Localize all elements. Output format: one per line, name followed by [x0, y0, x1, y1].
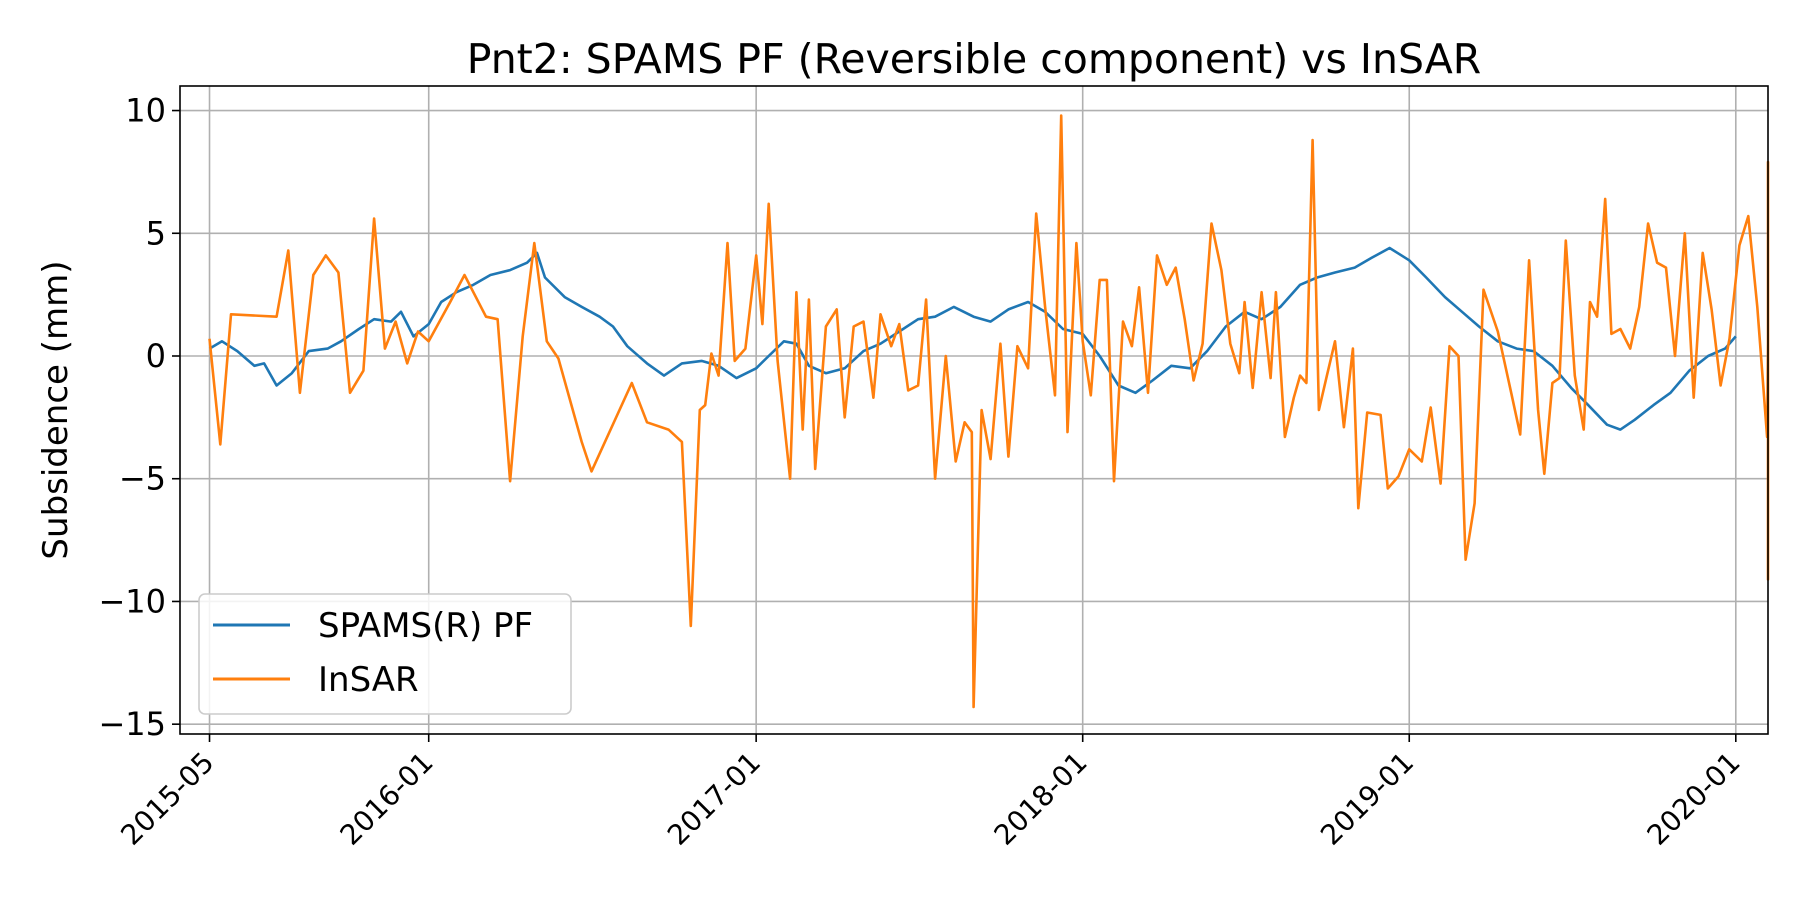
- y-tick-label: 0: [146, 337, 166, 375]
- y-tick-label: −5: [119, 460, 166, 498]
- y-tick-label: −10: [98, 582, 166, 620]
- legend-box: [198, 593, 572, 715]
- y-tick-label: −15: [98, 705, 166, 743]
- axes-frame: [179, 85, 1769, 735]
- y-tick-label: 5: [146, 214, 166, 252]
- legend-label-spams-r-pf: SPAMS(R) PF: [318, 606, 533, 646]
- y-axis-label: Subsidence (mm): [36, 260, 76, 559]
- y-tick-label: 10: [125, 92, 166, 130]
- legend: SPAMS(R) PF InSAR: [198, 593, 572, 715]
- legend-label-insar: InSAR: [318, 660, 419, 700]
- chart-title: Pnt2: SPAMS PF (Reversible component) vs…: [467, 35, 1482, 83]
